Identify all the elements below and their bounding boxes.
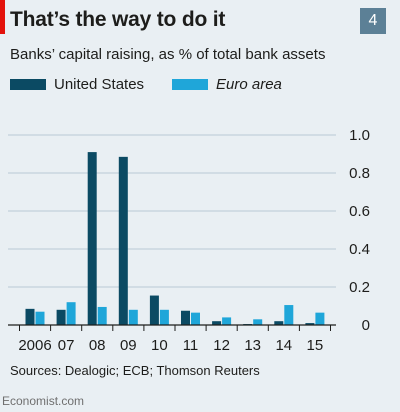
bar-euro-13 (253, 319, 263, 325)
x-tick-label: 2006 (18, 337, 51, 354)
chart-number-badge: 4 (360, 8, 386, 34)
legend-item-euro-area: Euro area (172, 76, 282, 93)
bar-us-08 (87, 152, 97, 325)
bar-euro-10 (159, 309, 169, 325)
credit: Economist.com (2, 394, 85, 408)
bar-euro-11 (191, 312, 200, 325)
source-note: Sources: Dealogic; ECB; Thomson Reuters (10, 363, 260, 378)
bar-euro-2006 (35, 311, 45, 325)
x-tick-label: 15 (307, 337, 324, 354)
x-tick-label: 13 (244, 337, 261, 354)
legend-label-united-states: United States (54, 76, 145, 93)
bar-euro-12 (222, 317, 232, 325)
bar-us-12 (212, 321, 222, 325)
y-tick-label: 1.0 (349, 127, 370, 144)
x-tick-label: 09 (120, 337, 137, 354)
bar-euro-07 (66, 302, 76, 325)
y-tick-label: 0.6 (349, 203, 370, 220)
y-tick-label: 0.2 (349, 279, 370, 296)
bar-us-11 (181, 310, 190, 325)
x-tick-label: 07 (58, 337, 75, 354)
chart-title: That’s the way to do it (10, 8, 226, 31)
accent-bar (0, 0, 5, 34)
bar-euro-15 (315, 312, 325, 325)
x-tick-label: 11 (183, 337, 199, 354)
y-tick-label: 0.8 (349, 165, 370, 182)
bar-us-15 (305, 323, 315, 325)
y-tick-label: 0.4 (349, 241, 370, 258)
x-tick-label: 10 (151, 337, 168, 354)
y-tick-label: 0 (362, 317, 370, 334)
bar-us-07 (56, 309, 66, 325)
bar-us-2006 (25, 308, 35, 325)
x-tick-label: 08 (89, 337, 106, 354)
legend-swatch-united-states (10, 79, 46, 90)
x-tick-label: 14 (275, 337, 292, 354)
bar-euro-14 (284, 305, 294, 325)
legend-item-united-states: United States (10, 76, 144, 93)
bar-us-10 (149, 295, 159, 325)
legend-swatch-euro-area (172, 79, 208, 90)
bar-euro-08 (97, 306, 107, 325)
bar-us-09 (118, 156, 128, 325)
x-tick-label: 12 (213, 337, 230, 354)
chart-subtitle: Banks’ capital raising, as % of total ba… (10, 46, 326, 63)
legend-label-euro-area: Euro area (216, 76, 282, 93)
bar-us-14 (274, 321, 284, 325)
bar-euro-09 (128, 309, 138, 325)
